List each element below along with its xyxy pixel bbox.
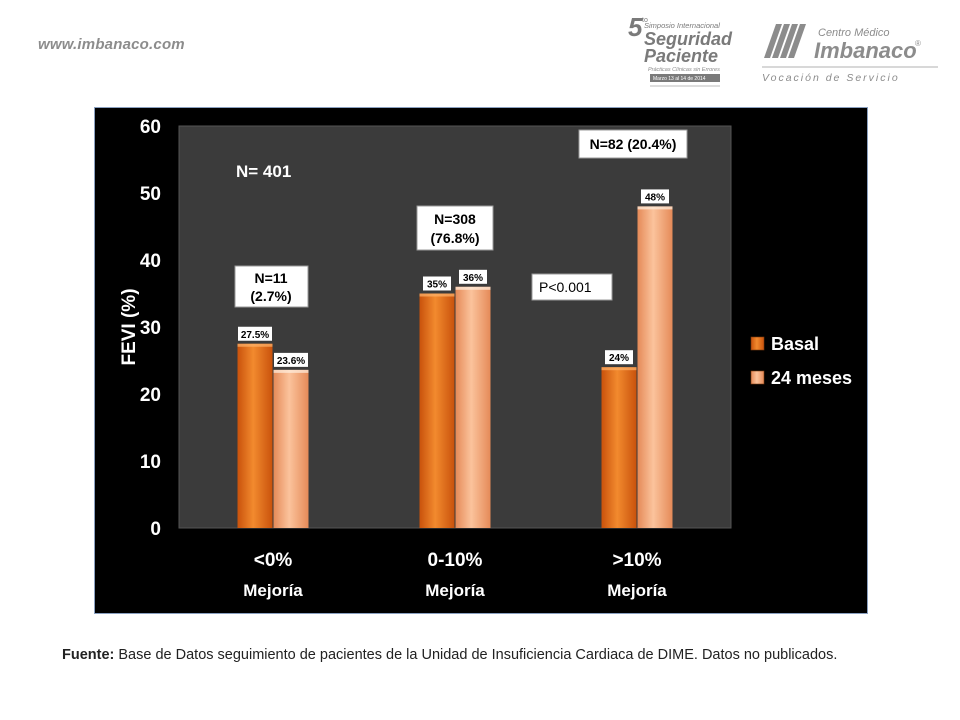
group-count-box-3: N=82 (20.4%)	[578, 129, 688, 159]
bar-basal-1	[237, 343, 273, 528]
group-count-3-line1: N=82 (20.4%)	[590, 136, 677, 152]
bar-highlight-0-1	[419, 293, 455, 297]
y-tick-label-0: 0	[150, 519, 161, 540]
x-label-line2-2: Mejoría	[425, 581, 485, 600]
logo-date-bar	[650, 74, 720, 82]
bar-label-box-1-0	[274, 352, 308, 367]
total-n-label: N= 401	[236, 162, 291, 181]
group-count-box-2: N=308 (76.8%)	[416, 205, 494, 251]
bar-highlight-0-2	[601, 367, 637, 371]
legend-swatch-2	[750, 370, 765, 385]
bar-highlight-1-0	[273, 369, 309, 373]
y-tick-label-1: 10	[140, 452, 161, 473]
logo-number: 5	[628, 12, 643, 42]
footer-source-text: Base de Datos seguimiento de pacientes d…	[114, 647, 838, 663]
bar-value-label-0-1: 35%	[427, 280, 447, 291]
group-count-1-line2: (2.7%)	[250, 288, 291, 304]
chart-panel: 0 10 20 30 40 50 60 27.5% 35% 24% 23.6% 36% 48% <0%…	[94, 107, 868, 614]
x-label-line2-3: Mejoría	[607, 581, 667, 600]
bar-label-box-0-1	[423, 276, 451, 291]
legend-label-2: 24 meses	[771, 368, 852, 388]
bar-label-box-1-2	[641, 189, 669, 204]
bar-24-meses-2	[455, 286, 491, 528]
y-tick-label-2: 20	[140, 385, 161, 406]
bar-value-label-0-2: 24%	[609, 353, 629, 364]
bar-basal-2	[419, 293, 455, 528]
logo-line3: Paciente	[644, 46, 718, 66]
legend-label-1: Basal	[771, 334, 819, 354]
x-label-line2-1: Mejoría	[243, 581, 303, 600]
legend-swatch-1	[750, 336, 765, 351]
y-axis-ticks: 0 10 20 30 40 50 60	[140, 117, 161, 540]
bar-label-box-0-0	[238, 326, 272, 341]
bar-value-label-1-2: 48%	[645, 192, 665, 203]
symposium-logo: 5 to Simposio Internacional Seguridad Pa…	[628, 12, 733, 87]
bar-basal-3	[601, 367, 637, 528]
bar-value-label-1-1: 36%	[463, 273, 483, 284]
pvalue-label: P<0.001	[539, 279, 592, 295]
imbanaco-line2: Imbanaco	[814, 38, 917, 63]
x-label-line1-3: >10%	[612, 550, 661, 571]
footer-source-label: Fuente:	[62, 647, 115, 663]
imbanaco-logo: Centro Médico Imbanaco ® Vocación de Ser…	[762, 24, 938, 84]
y-tick-label-5: 50	[140, 184, 161, 205]
legend: Basal 24 meses	[750, 334, 852, 388]
y-tick-label-3: 30	[140, 318, 161, 339]
group-count-2-line1: N=308	[434, 211, 476, 227]
pvalue-box: P<0.001	[531, 273, 613, 301]
bar-value-labels: 27.5% 35% 24% 23.6% 36% 48%	[238, 189, 669, 367]
logo-line2: Seguridad	[644, 29, 733, 49]
x-axis-labels: <0% Mejoría 0-10% Mejoría >10% Mejoría	[243, 550, 667, 600]
group-count-1-line1: N=11	[254, 270, 287, 286]
logo-line4: Prácticas Clínicas sin Errores	[648, 67, 720, 73]
group-count-box-1: N=11 (2.7%)	[234, 265, 309, 308]
bar-chart: 0 10 20 30 40 50 60 27.5% 35% 24% 23.6% 36% 48% <0%…	[119, 117, 852, 600]
bar-label-box-0-2	[605, 350, 633, 365]
plot-area-inner	[178, 125, 732, 529]
y-axis-title: FEVI (%)	[119, 288, 140, 365]
imbanaco-line1: Centro Médico	[818, 27, 890, 39]
imbanaco-registered: ®	[915, 39, 921, 48]
footer-source-note: Fuente: Base de Datos seguimiento de pac…	[62, 647, 837, 663]
bar-highlight-1-1	[455, 286, 491, 290]
imbanaco-emblem-icon	[764, 24, 806, 58]
bars	[237, 206, 673, 528]
y-tick-label-4: 40	[140, 251, 161, 272]
x-label-line1-2: 0-10%	[428, 550, 483, 571]
logo-super: to	[642, 17, 648, 24]
bar-24-meses-3	[637, 206, 673, 528]
bar-24-meses-1	[273, 369, 309, 528]
site-url[interactable]: www.imbanaco.com	[38, 36, 185, 53]
x-label-line1-1: <0%	[254, 550, 293, 571]
bar-label-box-1-1	[459, 269, 487, 284]
bar-value-label-1-0: 23.6%	[277, 356, 305, 367]
bar-value-label-0-0: 27.5%	[241, 330, 269, 341]
group-count-2-line2: (76.8%)	[430, 230, 479, 246]
y-tick-label-6: 60	[140, 117, 161, 138]
logo-line1: Simposio Internacional	[644, 21, 720, 30]
logo-dates: Marzo 13 al 14 de 2014	[653, 76, 706, 82]
bar-highlight-0-0	[237, 343, 273, 347]
bar-highlight-1-2	[637, 206, 673, 210]
imbanaco-tagline: Vocación de Servicio	[762, 72, 900, 84]
